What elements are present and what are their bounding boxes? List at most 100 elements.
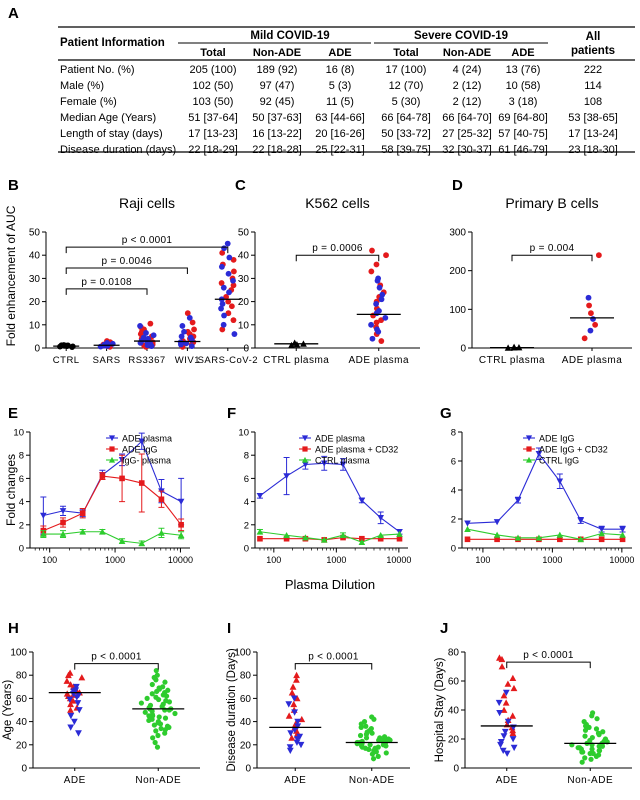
data-point — [378, 338, 385, 344]
table-cell: 10 (58) — [506, 80, 541, 92]
table-cell: 27 [25-32] — [442, 128, 492, 140]
data-point — [142, 709, 148, 715]
series-marker — [598, 536, 605, 543]
y-axis-label: Age (Years) — [2, 680, 14, 740]
y-tick-label: 0 — [453, 764, 459, 775]
y-tick-label: 20 — [16, 740, 28, 751]
data-point — [291, 726, 299, 734]
series-marker — [535, 534, 543, 541]
table-subheader: Non-ADE — [253, 47, 301, 59]
series-marker — [619, 536, 626, 543]
series-marker — [619, 526, 626, 533]
y-tick-label: 8 — [19, 451, 24, 462]
data-point — [383, 252, 389, 259]
data-point — [149, 691, 155, 697]
data-point — [230, 277, 236, 284]
data-point — [593, 726, 600, 732]
series-marker — [40, 530, 47, 537]
data-point — [187, 334, 194, 341]
data-point — [67, 706, 74, 713]
data-point — [67, 724, 75, 731]
x-tick-label: 100 — [475, 555, 490, 565]
data-point — [290, 700, 298, 708]
panel-label-a: A — [8, 5, 19, 22]
y-tick-label: 100 — [449, 305, 466, 316]
y-tick-label: 0 — [21, 764, 27, 775]
x-tick-label: ADE — [64, 775, 86, 786]
table-cell: 102 (50) — [193, 80, 234, 92]
table-cell: 20 [16-26] — [315, 128, 365, 140]
y-tick-label: 6 — [244, 474, 249, 485]
x-tick-label: 10000 — [386, 555, 411, 565]
series-marker — [302, 461, 309, 468]
table-cell: 205 (100) — [189, 64, 236, 76]
legend-marker — [301, 456, 309, 463]
table-body: Patient No. (%) 205 (100) 189 (92) 16 (8) 17… — [58, 64, 635, 156]
p-value-label: p < 0.0001 — [308, 652, 359, 663]
x-tick-label: Non-ADE — [567, 775, 613, 786]
data-point — [375, 753, 381, 760]
y-axis-label: Disease duration (Days) — [226, 648, 238, 772]
p-value-label: p = 0.0108 — [81, 277, 132, 288]
p-value-label: p = 0.0046 — [102, 256, 153, 267]
y-tick-label: 60 — [448, 677, 460, 688]
y-tick-label: 4 — [19, 497, 24, 508]
panel-label-g: G — [440, 405, 452, 422]
data-point — [162, 715, 169, 721]
data-point — [230, 317, 237, 324]
table-cell: 114 — [584, 80, 602, 92]
data-point — [153, 728, 159, 734]
legend-marker — [302, 446, 308, 452]
data-point — [595, 730, 602, 736]
y-tick-label: 80 — [16, 671, 28, 682]
y-tick-label: 60 — [16, 694, 28, 705]
data-point — [297, 741, 305, 749]
table-cell: 17 [13-24] — [568, 128, 618, 140]
table-cell: 2 (12) — [453, 80, 482, 92]
significance-bracket — [74, 663, 159, 670]
data-point — [147, 320, 154, 327]
table-cell: 108 — [584, 96, 602, 108]
table-cell: 16 [13-22] — [252, 128, 302, 140]
table-cell: 103 (50) — [193, 96, 234, 108]
data-point — [585, 294, 592, 301]
data-point — [154, 744, 161, 750]
data-point — [172, 710, 178, 717]
data-point — [63, 677, 71, 684]
chart-disease-duration: 0 20 40 60 80 100 ADE Non-ADE Disease duration (… — [226, 648, 410, 786]
data-point — [143, 330, 149, 336]
table-cell: 189 (92) — [257, 64, 298, 76]
data-point — [500, 733, 508, 740]
data-point — [373, 261, 380, 268]
table-cell: 51 [37-64] — [188, 112, 238, 124]
y-tick-label: 60 — [240, 694, 252, 705]
data-point — [582, 755, 588, 761]
series-marker — [557, 536, 563, 543]
data-point — [221, 245, 227, 252]
series-marker — [556, 478, 564, 485]
data-point — [152, 739, 158, 746]
table-cell: 22 [18-28] — [252, 144, 302, 156]
significance-bracket — [506, 661, 591, 669]
table-cell: 2 (12) — [453, 96, 482, 108]
data-point — [184, 310, 191, 317]
data-point — [596, 752, 602, 758]
y-tick-label: 30 — [238, 274, 250, 285]
y-tick-label: 0 — [245, 764, 251, 775]
panel-label-d: D — [452, 177, 463, 194]
chart-title: Primary B cells — [505, 195, 598, 211]
data-point — [509, 674, 517, 681]
data-point — [164, 723, 171, 729]
series-marker — [40, 512, 47, 519]
table-cell: 66 [64-78] — [381, 112, 431, 124]
series-line — [43, 475, 182, 532]
data-point — [496, 710, 504, 717]
data-point — [586, 302, 592, 309]
data-point — [154, 672, 160, 678]
significance-bracket — [65, 267, 188, 274]
data-point — [160, 684, 166, 690]
table-cell: 50 [33-72] — [381, 128, 431, 140]
data-point — [179, 323, 186, 329]
series-marker — [302, 534, 309, 541]
